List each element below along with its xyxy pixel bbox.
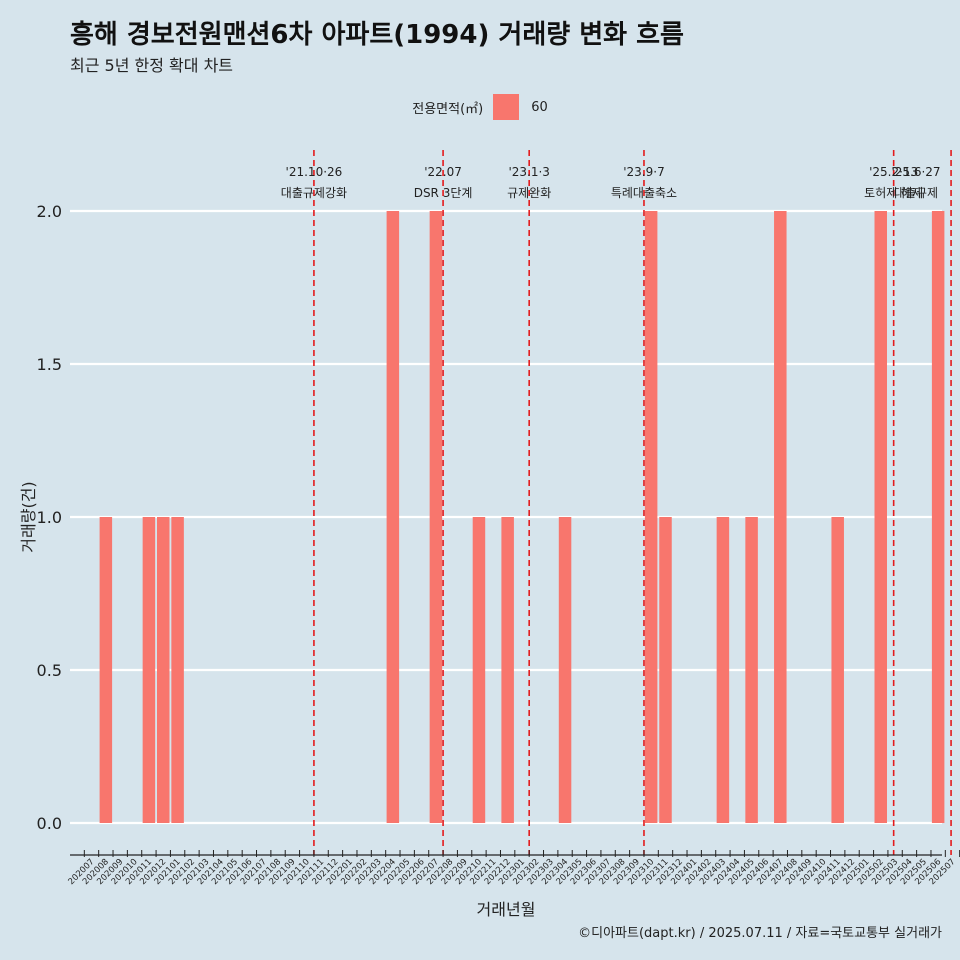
event-label: 특례대출축소 bbox=[611, 186, 677, 200]
event-label: 토허제 해제 bbox=[864, 186, 923, 200]
bar bbox=[774, 211, 787, 823]
event-label: DSR 3단계 bbox=[414, 186, 473, 200]
bar bbox=[472, 517, 486, 823]
legend-swatch bbox=[493, 94, 520, 120]
bar bbox=[99, 517, 113, 823]
x-axis-title: 거래년월 bbox=[477, 900, 536, 919]
bar bbox=[386, 211, 400, 823]
bar bbox=[644, 211, 658, 823]
y-axis-title: 거래량(건) bbox=[19, 481, 38, 552]
event-date-label: '25.6·27 bbox=[891, 165, 940, 179]
y-tick-label: 2.0 bbox=[37, 202, 62, 221]
y-tick-label: 1.0 bbox=[37, 508, 62, 527]
bar bbox=[157, 517, 170, 823]
event-date-label: '23.9·7 bbox=[623, 165, 664, 179]
legend-title: 전용면적(㎡) bbox=[412, 101, 484, 117]
y-tick-label: 1.5 bbox=[37, 355, 62, 374]
event-date-label: '22.07 bbox=[424, 165, 462, 179]
bar bbox=[716, 517, 730, 823]
bar bbox=[931, 211, 945, 823]
legend-item-label: 60 bbox=[531, 99, 548, 115]
bar bbox=[501, 517, 514, 823]
legend: 전용면적(㎡) 60 bbox=[0, 94, 960, 120]
event-label: 대출규제강화 bbox=[281, 186, 347, 200]
event-date-label: '23.1·3 bbox=[508, 165, 549, 179]
event-markers: '21.10·26 대출규제강화 '22.07 DSR 3단계 '23.1·3 규제완화 '… bbox=[281, 150, 952, 855]
event-date-label: '25.2·13 bbox=[869, 165, 918, 179]
bar bbox=[171, 517, 184, 823]
bar bbox=[831, 517, 844, 823]
event-date-label: '21.10·26 bbox=[286, 165, 343, 179]
source-caption: ©디아파트(dapt.kr) / 2025.07.11 / 자료=국토교통부 실… bbox=[578, 926, 942, 941]
bar bbox=[429, 211, 443, 823]
y-tick-label: 0.5 bbox=[37, 661, 62, 680]
bar bbox=[142, 517, 156, 823]
bar bbox=[745, 517, 758, 823]
y-tick-label: 0.0 bbox=[37, 814, 62, 833]
chart-title: 흥해 경보전원맨션6차 아파트(1994) 거래량 변화 흐름 bbox=[70, 20, 684, 50]
event-label: 규제완화 bbox=[507, 186, 551, 200]
bar bbox=[558, 517, 572, 823]
chart-subtitle: 최근 5년 한정 확대 차트 bbox=[70, 56, 234, 75]
bar bbox=[659, 517, 672, 823]
bars bbox=[99, 211, 945, 823]
bar bbox=[874, 211, 887, 823]
event-label: 대출규제 bbox=[894, 186, 938, 200]
